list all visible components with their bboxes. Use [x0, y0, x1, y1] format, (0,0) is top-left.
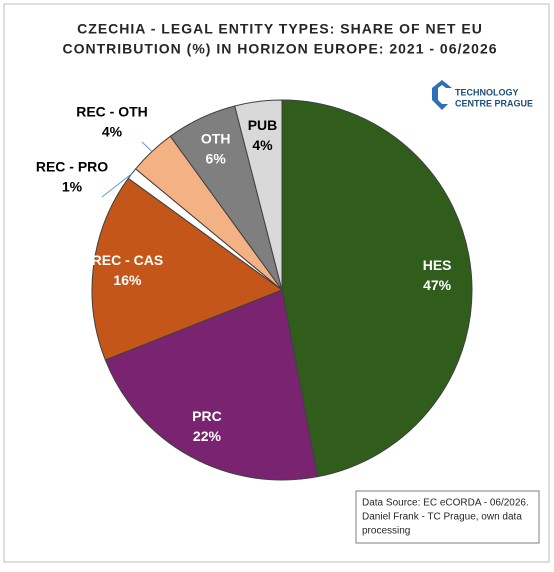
pie-slice [234, 99, 283, 291]
slice-label: REC - OTH [76, 104, 148, 120]
slice-label: PRC [192, 408, 222, 424]
title-line: CONTRIBUTION (%) IN HORIZON EUROPE: 2021… [62, 41, 497, 57]
slice-label: OTH [201, 131, 231, 147]
slice-label: PUB [248, 117, 278, 133]
logo: TECHNOLOGY CENTRE PRAGUE [432, 80, 533, 110]
source-text: Daniel Frank - TC Prague, own data [362, 512, 522, 523]
slice-label: REC - CAS [92, 252, 164, 268]
source-text: processing [362, 526, 410, 537]
leader-line [141, 141, 153, 152]
slice-label: REC - PRO [36, 159, 108, 175]
source-box [355, 490, 540, 544]
logo-icon [432, 80, 452, 110]
logo-text: CENTRE PRAGUE [455, 98, 533, 108]
pie-slice [104, 289, 319, 481]
pie-slice [91, 177, 284, 361]
value-label: 4% [102, 124, 123, 140]
value-label: 16% [113, 272, 142, 288]
value-label: 6% [206, 151, 227, 167]
slice-label: HES [423, 257, 452, 273]
value-label: 4% [252, 137, 273, 153]
logo-text: TECHNOLOGY [455, 87, 519, 97]
leader-line [101, 173, 133, 198]
source-text: Data Source: EC eCORDA - 06/2026. [362, 498, 529, 509]
pie-slice [281, 99, 473, 478]
value-label: 22% [193, 428, 222, 444]
value-label: 1% [62, 179, 83, 195]
title-line: CZECHIA - LEGAL ENTITY TYPES: SHARE OF N… [77, 21, 483, 37]
value-label: 47% [423, 277, 452, 293]
